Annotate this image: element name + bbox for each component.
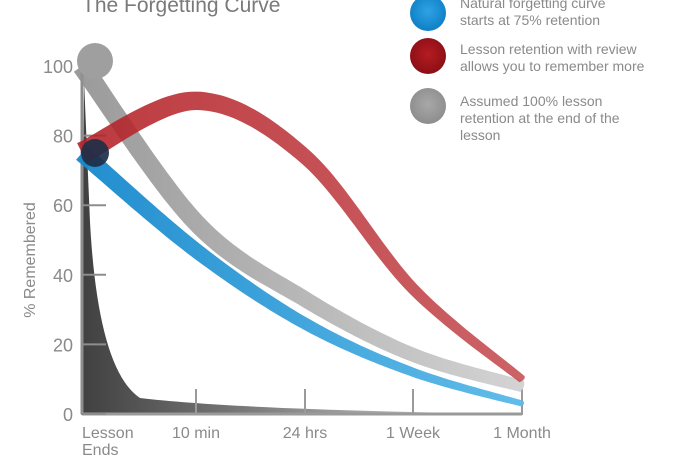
legend-label-line-0-0: Natural forgetting curve (460, 0, 606, 11)
legend-marker-2 (410, 88, 446, 124)
blue-red-start-marker (81, 139, 109, 167)
x-tick-label-4: 1 Month (493, 425, 551, 442)
x-tick-label-0: Lesson Ends (82, 425, 134, 459)
chart-title: The Forgetting Curve (82, 0, 280, 17)
x-tick-label-line-3-0: 1 Week (386, 425, 441, 442)
x-tick-label-3: 1 Week (386, 425, 441, 442)
legend-label-2: Assumed 100% lesson retention at the end … (460, 93, 620, 143)
x-tick-label-line-0-0: Lesson (82, 425, 134, 442)
legend-label-line-1-1: allows you to remember more (460, 58, 645, 74)
y-tick-label-0: 0 (63, 405, 73, 425)
series-curve-1 (77, 91, 525, 383)
x-tick-label-line-0-1: Ends (82, 442, 118, 459)
legend-label-line-1-0: Lesson retention with review (460, 41, 638, 57)
y-tick-label-4: 80 (53, 127, 73, 147)
legend-label-line-2-0: Assumed 100% lesson (460, 93, 602, 109)
gray-start-marker (77, 43, 113, 79)
legend: Natural forgetting curve starts at 75% re… (410, 0, 645, 143)
legend-marker-1 (410, 38, 446, 74)
legend-marker-0 (410, 0, 446, 31)
x-tick-label-line-4-0: 1 Month (493, 425, 551, 442)
curves (73, 43, 525, 407)
legend-label-line-2-2: lesson (460, 127, 500, 143)
x-tick-label-line-1-0: 10 min (172, 425, 220, 442)
legend-label-0: Natural forgetting curve starts at 75% re… (460, 0, 606, 28)
x-tick-label-2: 24 hrs (283, 425, 327, 442)
y-tick-label-1: 20 (53, 335, 73, 355)
y-tick-label-5: 100 (43, 57, 73, 77)
x-ticks: Lesson Ends 10 min 24 hrs 1 Week 1 Month (82, 389, 551, 459)
legend-label-line-2-1: retention at the end of the (460, 110, 620, 126)
legend-label-line-0-1: starts at 75% retention (460, 12, 600, 28)
x-tick-label-line-2-0: 24 hrs (283, 425, 327, 442)
y-tick-label-3: 60 (53, 196, 73, 216)
x-tick-label-1: 10 min (172, 425, 220, 442)
y-ticks: 0 20 40 60 80 100 (43, 57, 106, 425)
y-axis-label: % Remembered (22, 202, 39, 318)
legend-label-1: Lesson retention with review allows you t… (460, 41, 645, 74)
y-tick-label-2: 40 (53, 266, 73, 286)
